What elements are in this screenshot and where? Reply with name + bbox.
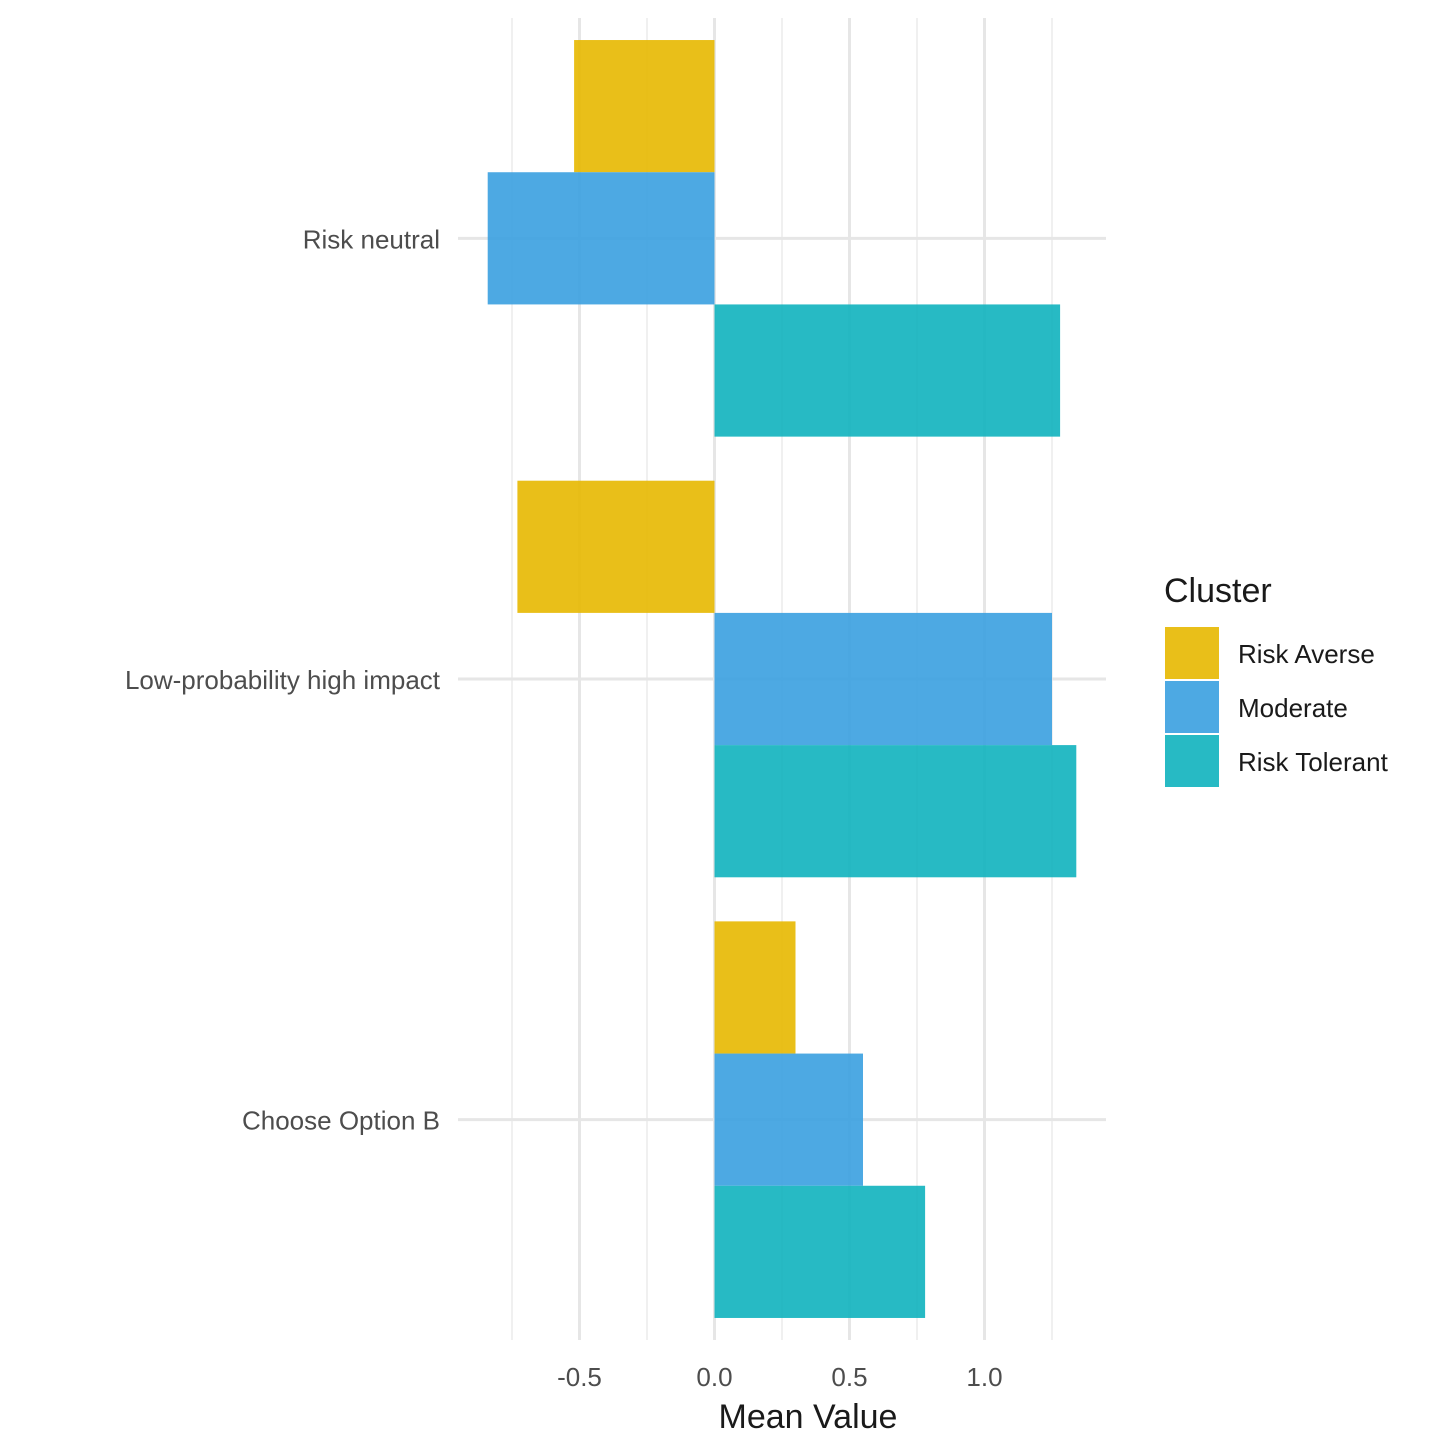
legend-label: Risk Averse — [1238, 639, 1375, 669]
x-tick-label: -0.5 — [557, 1362, 602, 1392]
x-tick-label: 1.0 — [966, 1362, 1002, 1392]
bar — [714, 921, 796, 1054]
y-tick-label: Low-probability high impact — [125, 665, 441, 695]
legend: Cluster Risk Averse Moderate Risk Tolerant — [1164, 572, 1389, 787]
bar — [574, 40, 715, 173]
bar — [714, 1053, 863, 1186]
bar — [714, 304, 1061, 437]
x-axis-ticks: -0.5 0.0 0.5 1.0 — [557, 1362, 1002, 1392]
bar — [517, 480, 715, 613]
legend-key — [1165, 735, 1219, 787]
x-tick-label: 0.0 — [696, 1362, 732, 1392]
legend-title: Cluster — [1164, 572, 1272, 610]
legend-label: Risk Tolerant — [1238, 747, 1389, 777]
y-tick-label: Risk neutral — [303, 224, 440, 254]
y-tick-label: Choose Option B — [242, 1106, 440, 1136]
bar — [714, 612, 1052, 746]
bar — [714, 1185, 926, 1318]
bar — [714, 745, 1077, 878]
bars — [487, 40, 1077, 1318]
legend-key — [1165, 681, 1219, 733]
legend-label: Moderate — [1238, 693, 1348, 723]
bar — [487, 172, 715, 305]
legend-key — [1165, 627, 1219, 679]
legend-items: Risk Averse Moderate Risk Tolerant — [1165, 627, 1389, 787]
x-tick-label: 0.5 — [831, 1362, 867, 1392]
y-axis-ticks: Risk neutral Low-probability high impact C… — [125, 224, 441, 1135]
x-axis-title: Mean Value — [719, 1398, 898, 1436]
